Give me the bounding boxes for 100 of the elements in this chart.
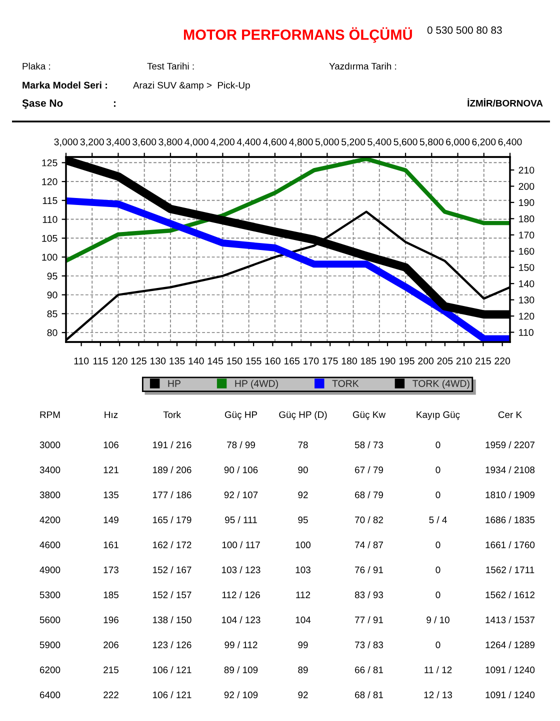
text: 100 xyxy=(296,542,311,548)
x2-tick-label: 115 xyxy=(93,358,108,364)
text: 0 530 500 80 83 xyxy=(427,26,502,34)
text: 206 xyxy=(104,642,118,648)
x-tick-label: 4,600 xyxy=(263,138,287,147)
x2-tick-label: 140 xyxy=(188,358,204,364)
text: 0 xyxy=(436,542,440,548)
text: 5900 xyxy=(40,642,60,648)
text: 1661 / 1760 xyxy=(486,541,535,548)
y-tick-label: 90 xyxy=(47,292,58,298)
legend-label: HP xyxy=(168,380,180,387)
x-tick-label: 3,400 xyxy=(106,138,130,147)
text: 0 xyxy=(436,592,440,598)
text: 0 xyxy=(436,442,440,448)
text: Cer K xyxy=(498,411,522,418)
text: 112 / 126 xyxy=(222,591,260,598)
text: 104 / 123 xyxy=(222,616,260,624)
y-tick-label: 105 xyxy=(42,234,58,242)
text: 106 / 121 xyxy=(153,691,192,698)
x-tick-label: 5,600 xyxy=(394,138,418,147)
x2-tick-label: 185 xyxy=(361,358,376,364)
text: 149 xyxy=(104,516,118,524)
text: 83 / 93 xyxy=(354,591,384,598)
x2-tick-label: 145 xyxy=(208,358,223,364)
text: 135 xyxy=(104,492,118,498)
x-tick-label: 6,400 xyxy=(498,138,522,147)
x2-tick-label: 135 xyxy=(170,358,185,364)
text: 104 xyxy=(296,616,311,624)
x-tick-label: 3,000 xyxy=(54,138,78,147)
x-tick-label: 3,800 xyxy=(158,138,182,147)
text: 138 / 150 xyxy=(153,616,192,624)
y2-tick-label: 200 xyxy=(518,182,534,190)
text: 4200 xyxy=(40,516,60,524)
text: 215 xyxy=(104,666,118,674)
y-tick-label: 120 xyxy=(42,178,58,186)
text: 76 / 91 xyxy=(355,566,383,574)
x-tick-label: 5,400 xyxy=(368,138,392,147)
y-tick-label: 110 xyxy=(42,216,58,223)
x2-tick-label: 155 xyxy=(246,358,262,364)
text: Marka Model Seri : xyxy=(22,81,107,89)
text: 99 / 112 xyxy=(224,641,258,648)
text: : xyxy=(114,101,116,107)
x-tick-label: 4,000 xyxy=(184,138,208,147)
text: 5300 xyxy=(40,592,60,598)
x2-tick-label: 150 xyxy=(227,358,242,364)
text: Güç HP xyxy=(224,411,258,420)
y-tick-label: 95 xyxy=(47,272,58,280)
text: 103 xyxy=(296,566,310,574)
y2-tick-label: 180 xyxy=(519,215,534,222)
x2-tick-label: 175 xyxy=(322,358,338,364)
x-tick-label: 5,800 xyxy=(420,138,444,147)
text: 123 / 126 xyxy=(153,641,192,648)
text: 185 xyxy=(104,592,118,598)
text: 152 / 167 xyxy=(153,566,192,574)
x-tick-label: 5,000 xyxy=(315,138,339,147)
x2-tick-label: 205 xyxy=(437,358,453,364)
text: 5600 xyxy=(40,616,60,624)
text: 78 xyxy=(298,442,308,448)
text: 78 / 99 xyxy=(227,441,255,448)
legend-label: TORK xyxy=(332,380,359,387)
x-tick-label: 4,800 xyxy=(289,138,313,147)
text: 165 / 179 xyxy=(153,516,192,524)
x-tick-label: 3,200 xyxy=(80,138,104,147)
x-tick-label: 4,400 xyxy=(236,138,261,147)
text: Hız xyxy=(104,411,118,418)
x2-tick-label: 165 xyxy=(284,358,300,364)
x-tick-label: 5,200 xyxy=(342,138,366,147)
text: 1091 / 1240 xyxy=(486,691,535,698)
text: Şase No xyxy=(22,99,63,109)
text: 95 / 111 xyxy=(225,516,257,524)
x2-tick-label: 215 xyxy=(476,358,491,364)
text: 92 / 107 xyxy=(224,491,258,498)
text: 112 xyxy=(296,592,310,598)
text: 4600 xyxy=(40,542,60,548)
text: 196 xyxy=(104,616,118,624)
legend-label: TORK (4WD) xyxy=(412,380,470,389)
y2-tick-label: 150 xyxy=(519,264,534,271)
x2-tick-label: 200 xyxy=(418,358,434,364)
text: 106 / 121 xyxy=(153,666,192,674)
text: 103 / 123 xyxy=(222,566,260,574)
text: 58 / 73 xyxy=(354,441,384,448)
text: 92 xyxy=(298,692,308,698)
x-tick-label: 4,200 xyxy=(210,138,234,147)
text: 191 / 216 xyxy=(153,441,192,448)
text: RPM xyxy=(40,411,60,418)
text: 3800 xyxy=(40,492,60,498)
text: 89 / 109 xyxy=(224,666,258,674)
text: 1264 / 1289 xyxy=(486,641,534,648)
y2-tick-label: 170 xyxy=(519,232,534,239)
y-tick-label: 85 xyxy=(47,310,58,318)
text: 1810 / 1909 xyxy=(486,491,534,498)
text: 3000 xyxy=(40,442,60,448)
text: Yazdırma Tarih : xyxy=(329,62,396,70)
text: 100 / 117 xyxy=(222,541,260,548)
text: 162 / 172 xyxy=(153,541,192,548)
text: MOTOR PERFORMANS ÖLÇÜMÜ xyxy=(184,27,412,43)
text: 1562 / 1612 xyxy=(486,591,534,598)
y2-tick-label: 160 xyxy=(519,248,534,255)
x-tick-label: 3,600 xyxy=(132,138,156,147)
text: 189 / 206 xyxy=(153,466,192,474)
